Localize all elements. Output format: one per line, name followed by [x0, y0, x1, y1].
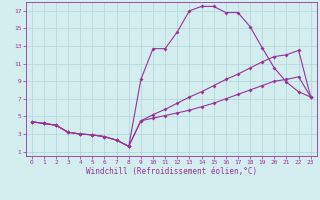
X-axis label: Windchill (Refroidissement éolien,°C): Windchill (Refroidissement éolien,°C)	[86, 167, 257, 176]
